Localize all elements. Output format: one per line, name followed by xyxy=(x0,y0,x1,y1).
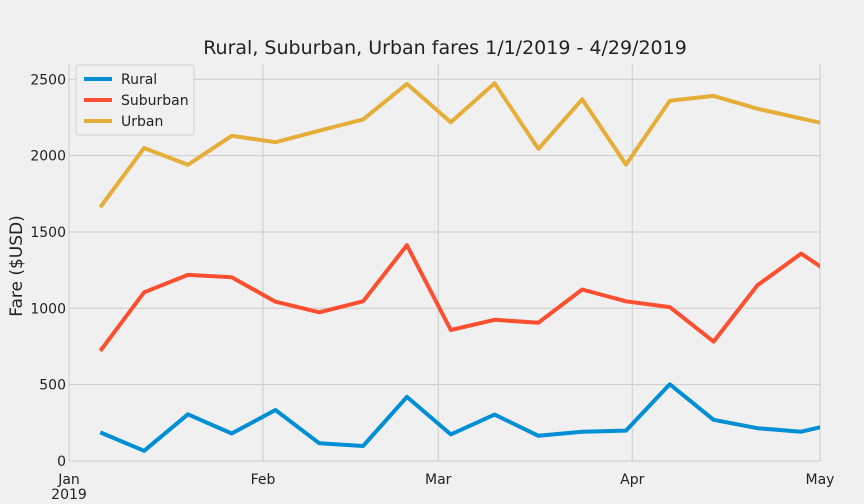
x-tick-label: May xyxy=(806,472,835,488)
series-line-suburban xyxy=(98,243,820,353)
x-tick-label: Apr xyxy=(620,472,644,488)
chart-title: Rural, Suburban, Urban fares 1/1/2019 - … xyxy=(203,37,687,59)
x-tick-sublabel: 2019 xyxy=(51,487,87,503)
legend-label-rural: Rural xyxy=(121,72,157,88)
x-tick-label: Jan xyxy=(57,472,80,488)
x-tick-label: Mar xyxy=(425,472,452,488)
series-lines xyxy=(98,81,820,453)
legend-label-suburban: Suburban xyxy=(121,93,189,109)
legend-label-urban: Urban xyxy=(121,114,163,130)
y-tick-label: 2500 xyxy=(30,72,66,88)
y-tick-label: 2000 xyxy=(30,149,66,165)
y-tick-label: 1000 xyxy=(30,301,66,317)
legend-box xyxy=(75,64,195,136)
y-tick-label: 0 xyxy=(57,454,66,470)
y-tick-label: 1500 xyxy=(30,225,66,241)
series-line-urban xyxy=(98,81,820,209)
x-tick-label: Feb xyxy=(251,472,276,488)
y-tick-label: 500 xyxy=(39,378,66,394)
y-axis-label: Fare ($USD) xyxy=(7,215,27,317)
series-line-rural xyxy=(99,382,820,453)
legend: Rural Suburban Urban xyxy=(75,64,195,136)
